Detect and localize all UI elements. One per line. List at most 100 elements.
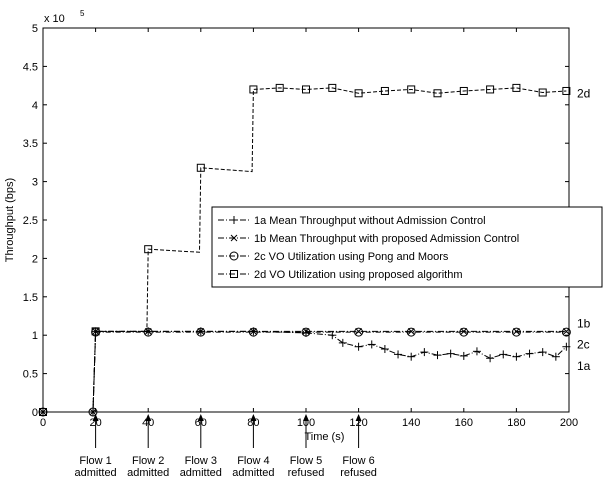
series-tag-2d: 2d: [577, 86, 590, 100]
square-marker: [328, 83, 337, 92]
arrow-head: [197, 414, 204, 421]
annotation-line1: Flow 2: [132, 455, 164, 467]
legend-entry: 1b Mean Throughput with proposed Admissi…: [218, 233, 519, 245]
legend-box: [211, 206, 603, 288]
square-marker: [380, 86, 389, 95]
arrow-head: [145, 414, 152, 421]
annotation-line1: Flow 1: [79, 455, 111, 467]
y-tick-label: 0.5: [23, 369, 38, 381]
circle-marker: [229, 251, 239, 261]
x-marker: [355, 328, 362, 335]
x-tick-label: 180: [507, 417, 525, 429]
square-marker: [91, 327, 100, 336]
annotation-line1: Flow 6: [342, 455, 374, 467]
y-exponent-label: 5: [80, 9, 85, 18]
x-marker: [302, 328, 310, 335]
arrow-head: [355, 414, 362, 421]
annotation-line2: admitted: [127, 467, 169, 479]
square-marker: [407, 85, 416, 94]
series-2d: [39, 83, 571, 416]
y-tick-label: 5: [32, 23, 38, 35]
x-marker: [250, 328, 257, 335]
series-1b: [39, 328, 570, 416]
series-tag-1a: 1a: [577, 359, 591, 373]
y-multiplier-label: x 10: [44, 13, 65, 25]
circle-marker: [561, 327, 571, 337]
axes-group: 0 20 40 60 80 100 120 140 160 180 20000.511.522.53…: [23, 23, 578, 429]
y-tick-label: 0: [32, 407, 38, 419]
circle-marker: [406, 327, 416, 337]
x-marker: [92, 328, 99, 335]
square-marker: [459, 86, 468, 95]
legend-label: 1a Mean Throughput without Admission Con…: [254, 215, 486, 227]
legend-entry: 1a Mean Throughput without Admission Con…: [218, 215, 486, 227]
circle-marker: [248, 327, 258, 337]
square-marker: [230, 270, 238, 278]
arrow-head: [303, 414, 309, 421]
y-tick-label: 2: [32, 253, 38, 265]
x-tick-label: 0: [40, 417, 46, 429]
square-marker: [486, 85, 495, 94]
x-tick-label: 200: [560, 417, 578, 429]
x-marker: [407, 328, 415, 335]
y-axis-label: Throughput (bps): [4, 178, 16, 262]
circle-marker: [301, 327, 311, 337]
square-marker: [433, 89, 442, 98]
y-tick-label: 4: [32, 100, 38, 112]
series-line-1b: [43, 330, 567, 413]
annotation-line2: admitted: [232, 467, 274, 479]
legend-entry: 2d VO Utilization using proposed algorit…: [218, 269, 463, 281]
x-marker: [144, 328, 152, 335]
square-marker: [144, 245, 153, 254]
x-marker: [460, 328, 468, 335]
arrow-head: [250, 414, 257, 421]
legend-entry: 2c VO Utilization using Pong and Moors: [218, 251, 449, 263]
x-tick-label: 140: [402, 417, 420, 429]
legend-label: 2c VO Utilization using Pong and Moors: [254, 251, 449, 263]
series-line-2d: [43, 87, 567, 413]
circle-marker: [511, 327, 521, 337]
annotation-line2: admitted: [74, 467, 116, 479]
square-marker: [302, 85, 310, 94]
circle-marker: [354, 327, 364, 337]
series-2c: [38, 327, 571, 417]
x-tick-label: 160: [455, 417, 473, 429]
x-marker: [230, 234, 238, 242]
circle-marker: [459, 327, 469, 337]
circle-marker: [196, 327, 206, 337]
square-marker: [512, 83, 521, 92]
square-marker: [249, 85, 258, 94]
y-tick-label: 4.5: [23, 61, 38, 73]
y-tick-label: 3: [32, 177, 38, 189]
series-tag-2c: 2c: [577, 337, 590, 351]
legend-label: 1b Mean Throughput with proposed Admissi…: [254, 233, 519, 245]
annotation-line1: Flow 5: [290, 455, 322, 467]
series-group: [38, 83, 571, 417]
y-tick-label: 1.5: [23, 292, 38, 304]
y-tick-label: 1: [32, 330, 38, 342]
circle-marker: [143, 327, 153, 337]
y-tick-label: 2.5: [23, 215, 38, 227]
y-tick-label: 3.5: [23, 138, 38, 150]
square-marker: [354, 89, 363, 98]
series-tag-1b: 1b: [577, 317, 591, 331]
annotation-line2: admitted: [180, 467, 222, 479]
annotation-line1: Flow 3: [185, 455, 217, 467]
annotation-line1: Flow 4: [237, 455, 269, 467]
annotation-line2: refused: [288, 467, 325, 479]
square-marker: [196, 163, 205, 172]
legend: 1a Mean Throughput without Admission Con…: [211, 206, 603, 288]
arrow-head: [92, 414, 99, 421]
x-marker: [513, 328, 520, 335]
square-marker: [275, 83, 284, 92]
series-line-2c: [43, 331, 567, 413]
x-marker: [563, 328, 570, 335]
series-1a: [39, 327, 571, 416]
